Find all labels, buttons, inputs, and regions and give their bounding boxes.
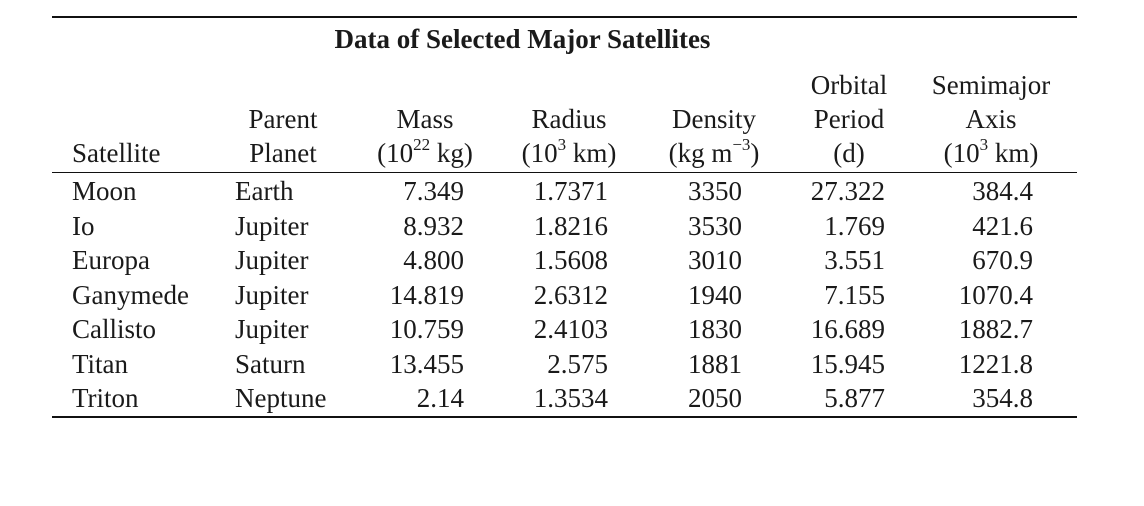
header-rule	[52, 172, 1077, 173]
cell-axis: 421.6	[972, 210, 1033, 241]
cell-radius: 2.4103	[533, 314, 608, 344]
header-radius-unit: (103 km)	[521, 135, 617, 168]
cell-radius: 2.6312	[533, 279, 608, 310]
cell-satellite: Europa	[72, 245, 150, 275]
top-rule	[52, 16, 1077, 18]
table-row: Moon Earth 7.349 1.7371 3350 27.322 384.4	[52, 174, 1077, 209]
cell-axis: 1221.8	[958, 348, 1033, 379]
cell-mass: 13.455	[389, 348, 464, 379]
table-row: Callisto Jupiter 10.759 2.4103 1830 16.689 188…	[52, 312, 1077, 347]
header-satellite: Satellite	[72, 138, 161, 168]
cell-density: 3530	[688, 210, 742, 241]
cell-axis: 670.9	[972, 245, 1033, 275]
satellite-data-table: Data of Selected Major Satellites Satell…	[52, 16, 1077, 418]
cell-parent: Jupiter	[235, 210, 309, 241]
cell-mass: 8.932	[403, 210, 464, 241]
cell-axis: 1070.4	[958, 279, 1033, 310]
header-axis-unit: (103 km)	[943, 135, 1039, 168]
table-header: Satellite Parent Planet Mass (1022 kg) R…	[52, 60, 1077, 172]
cell-radius: 1.7371	[533, 176, 608, 206]
table-body: Moon Earth 7.349 1.7371 3350 27.322 384.4 Io Jup…	[52, 173, 1077, 416]
cell-mass: 4.800	[403, 245, 464, 275]
cell-axis: 384.4	[972, 176, 1033, 206]
cell-parent: Earth	[235, 176, 294, 206]
cell-satellite: Triton	[72, 383, 139, 413]
cell-parent: Jupiter	[235, 245, 309, 275]
header-mass-unit: (1022 kg)	[377, 135, 473, 168]
header-period-line1: Orbital	[810, 70, 888, 100]
cell-density: 3010	[688, 245, 742, 275]
cell-period: 3.551	[824, 245, 885, 275]
cell-satellite: Moon	[72, 176, 137, 206]
cell-parent: Saturn	[235, 348, 306, 379]
cell-axis: 1882.7	[958, 314, 1033, 344]
header-period-line3: (d)	[833, 138, 865, 168]
cell-density: 1830	[688, 314, 742, 344]
cell-density: 2050	[688, 383, 742, 413]
cell-period: 27.322	[810, 176, 885, 206]
header-parent-line1: Parent	[248, 104, 318, 134]
cell-mass: 10.759	[389, 314, 464, 344]
cell-mass: 14.819	[389, 279, 464, 310]
bottom-rule	[52, 415, 1077, 418]
cell-parent: Jupiter	[235, 314, 309, 344]
cell-density: 1940	[688, 279, 742, 310]
cell-period: 5.877	[824, 383, 885, 413]
header-mass-line1: Mass	[396, 104, 454, 134]
header-parent-line2: Planet	[249, 138, 317, 168]
cell-mass: 7.349	[403, 176, 464, 206]
cell-radius: 2.575	[547, 348, 608, 379]
header-period-line2: Period	[813, 104, 885, 134]
cell-parent: Jupiter	[235, 279, 309, 310]
cell-satellite: Titan	[72, 348, 129, 379]
cell-axis: 354.8	[972, 383, 1033, 413]
cell-satellite: Ganymede	[72, 279, 189, 310]
cell-period: 1.769	[824, 210, 885, 241]
cell-mass: 2.14	[416, 383, 464, 413]
cell-radius: 1.5608	[533, 245, 608, 275]
header-density-unit: (kg m−3)	[668, 135, 760, 168]
header-axis-line1: Semimajor	[931, 70, 1051, 100]
table-row: Triton Neptune 2.14 1.3534 2050 5.877 354.8	[52, 381, 1077, 416]
header-radius-line1: Radius	[531, 104, 607, 134]
cell-radius: 1.8216	[533, 210, 608, 241]
cell-period: 16.689	[810, 314, 885, 344]
table-row: Io Jupiter 8.932 1.8216 3530 1.769 421.6	[52, 209, 1077, 244]
table-row: Titan Saturn 13.455 2.575 1881 15.945 1221.8	[52, 347, 1077, 382]
cell-radius: 1.3534	[533, 383, 608, 413]
cell-period: 7.155	[824, 279, 885, 310]
table-row: Ganymede Jupiter 14.819 2.6312 1940 7.155 1070…	[52, 278, 1077, 313]
cell-satellite: Callisto	[72, 314, 157, 344]
cell-period: 15.945	[810, 348, 885, 379]
table-row: Europa Jupiter 4.800 1.5608 3010 3.551 670.9	[52, 243, 1077, 278]
cell-density: 1881	[688, 348, 742, 379]
table-title: Data of Selected Major Satellites	[334, 24, 711, 54]
cell-satellite: Io	[72, 210, 95, 241]
header-density-line1: Density	[672, 104, 756, 134]
cell-density: 3350	[688, 176, 742, 206]
header-axis-line2: Axis	[965, 104, 1017, 134]
cell-parent: Neptune	[235, 383, 327, 413]
